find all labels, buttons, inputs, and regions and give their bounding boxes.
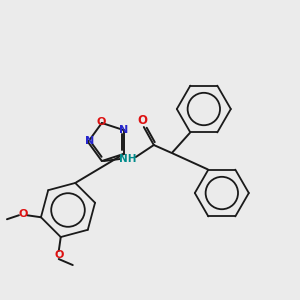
Text: O: O xyxy=(54,250,63,260)
Text: O: O xyxy=(18,209,28,219)
Text: NH: NH xyxy=(119,154,136,164)
Text: O: O xyxy=(96,117,106,127)
Text: N: N xyxy=(118,125,128,135)
Text: N: N xyxy=(85,136,94,146)
Text: O: O xyxy=(138,113,148,127)
